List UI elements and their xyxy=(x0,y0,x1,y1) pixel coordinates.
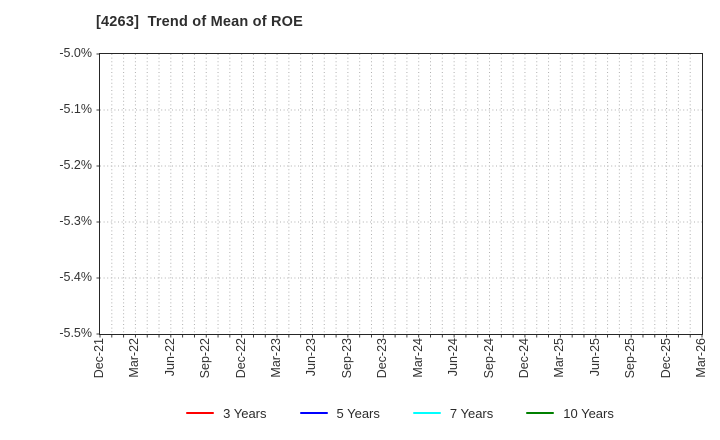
plot-area xyxy=(96,53,703,338)
legend-item: 5 Years xyxy=(299,405,380,421)
x-axis-tick-label: Jun-25 xyxy=(587,338,602,377)
y-axis-tick-label: -5.3% xyxy=(59,214,92,228)
legend: 3 Years 5 Years 7 Years 10 Years xyxy=(99,401,701,425)
y-axis-tick-label: -5.4% xyxy=(59,270,92,284)
y-axis-tick-label: -5.2% xyxy=(59,158,92,172)
legend-line-swatch xyxy=(186,411,215,415)
x-axis-tick-label: Mar-25 xyxy=(552,338,567,378)
legend-line-swatch xyxy=(526,411,555,415)
x-axis-tick-label: Dec-24 xyxy=(516,338,531,379)
legend-label: 3 Years xyxy=(223,405,267,421)
x-axis-tick-label: Mar-24 xyxy=(410,338,425,378)
x-axis-tick-label: Sep-23 xyxy=(339,338,354,379)
x-axis-tick-label: Jun-24 xyxy=(446,338,461,377)
legend-label: 7 Years xyxy=(449,405,494,421)
legend-item: 7 Years xyxy=(412,405,494,421)
x-axis-tick-label: Sep-25 xyxy=(623,338,638,379)
legend-item: 3 Years xyxy=(186,405,267,421)
x-axis-tick-label: Jun-22 xyxy=(162,338,177,377)
grid-lines xyxy=(96,53,703,338)
x-axis-tick-label: Sep-22 xyxy=(198,338,213,379)
x-axis-tick-label: Mar-23 xyxy=(269,338,284,378)
x-axis-tick-label: Dec-22 xyxy=(233,338,248,379)
x-axis-tick-label: Mar-22 xyxy=(127,338,142,378)
y-axis-tick-label: -5.5% xyxy=(59,326,92,340)
legend-item: 10 Years xyxy=(526,406,614,421)
legend-label: 5 Years xyxy=(336,405,380,421)
chart-title: [4263] Trend of Mean of ROE xyxy=(96,14,304,30)
y-axis-tick-label: -5.0% xyxy=(59,46,92,60)
x-axis-tick-label: Dec-21 xyxy=(92,338,106,379)
x-axis-tick-label: Mar-26 xyxy=(694,338,708,378)
x-axis-tick-label: Jun-23 xyxy=(304,338,319,377)
y-axis-tick-label: -5.1% xyxy=(59,102,92,116)
legend-label: 10 Years xyxy=(563,405,614,421)
x-axis-tick-label: Dec-23 xyxy=(375,338,390,379)
legend-line-swatch xyxy=(412,411,441,415)
x-axis-tick-label: Dec-25 xyxy=(658,338,673,379)
x-axis-tick-label: Sep-24 xyxy=(481,338,496,379)
legend-line-swatch xyxy=(299,411,328,415)
